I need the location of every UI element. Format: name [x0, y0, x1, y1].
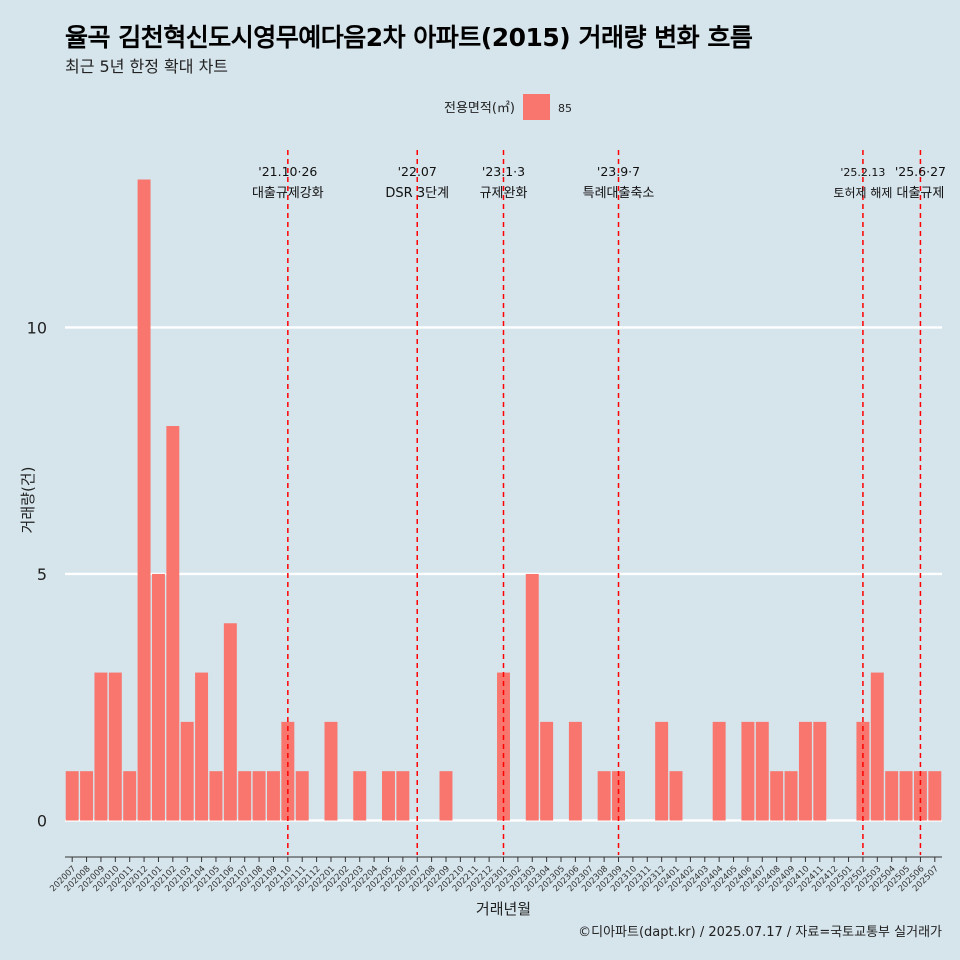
event-name-label: 토허제 해제 — [833, 186, 892, 200]
bar-202306 — [568, 721, 582, 821]
y-tick-label: 0 — [37, 811, 47, 830]
event-date-label: '25.2.13 — [840, 166, 885, 179]
bar-202401 — [669, 771, 683, 821]
bar-202507 — [928, 771, 942, 821]
bar-202012 — [137, 179, 151, 821]
bar-202410 — [798, 721, 812, 821]
bar-202309 — [612, 771, 625, 821]
bar-202408 — [770, 771, 784, 821]
event-date-label: '22.07 — [398, 164, 437, 179]
event-name-label: 대출규제강화 — [252, 186, 324, 201]
bar-202304 — [540, 721, 554, 821]
bar-202406 — [741, 721, 755, 821]
y-tick-label: 10 — [27, 318, 47, 337]
bar-202201 — [324, 721, 338, 821]
legend: 전용면적(㎡) 85 — [444, 94, 572, 120]
bar-202407 — [755, 721, 769, 821]
event-name-label: 특례대출축소 — [583, 186, 655, 201]
legend-title: 전용면적(㎡) — [444, 101, 515, 116]
y-tick-label: 5 — [37, 565, 47, 584]
event-line-layer: '21.10·26 대출규제강화 '22.07 DSR 3단계 '23.1·3 규제완화 '… — [252, 150, 946, 855]
bar-202104 — [195, 672, 209, 821]
legend-item-label: 85 — [558, 102, 572, 115]
bar-202312 — [655, 721, 669, 821]
bar-202010 — [108, 672, 122, 821]
source-caption: ©디아파트(dapt.kr) / 2025.07.17 / 자료=국토교통부 실… — [578, 925, 942, 940]
y-axis-title: 거래량(건) — [19, 467, 37, 534]
bar-202203 — [353, 771, 367, 821]
event-date-label: '23.1·3 — [482, 164, 525, 179]
bar-202506 — [913, 771, 927, 821]
x-axis-title: 거래년월 — [476, 900, 531, 918]
bar-202411 — [813, 721, 827, 821]
event-name-label: DSR 3단계 — [385, 186, 449, 201]
event-date-label: '25.6·27 — [895, 164, 946, 179]
bar-layer — [65, 179, 942, 821]
bar-202109 — [266, 771, 280, 821]
bar-202209 — [439, 771, 453, 821]
bar-202206 — [396, 771, 410, 821]
bar-202303 — [525, 573, 539, 821]
bar-202505 — [899, 771, 913, 821]
event-name-label: 규제완화 — [480, 186, 528, 201]
bar-202503 — [870, 672, 884, 821]
bar-202101 — [151, 573, 165, 821]
event-date-label: '21.10·26 — [258, 164, 317, 179]
bar-202105 — [209, 771, 223, 821]
bar-202008 — [80, 771, 94, 821]
bar-202106 — [223, 623, 237, 821]
axis-layer: 0510202007202008202009202010202011202012… — [19, 318, 942, 918]
bar-202107 — [238, 771, 252, 821]
legend-swatch — [523, 94, 550, 120]
bar-202205 — [382, 771, 395, 821]
bar-202009 — [94, 672, 108, 821]
bar-202007 — [65, 771, 79, 821]
bar-202409 — [784, 771, 798, 821]
bar-202108 — [252, 771, 266, 821]
bar-202308 — [597, 771, 611, 821]
bar-202404 — [712, 721, 726, 821]
bar-202103 — [180, 721, 194, 821]
event-date-label: '23.9·7 — [597, 164, 640, 179]
bar-202011 — [123, 771, 137, 821]
bar-202102 — [166, 426, 180, 821]
chart-title: 율곡 김천혁신도시영무예다음2차 아파트(2015) 거래량 변화 흐름 — [65, 23, 753, 52]
bar-202111 — [295, 771, 309, 821]
event-name-label: 대출규제 — [897, 186, 945, 201]
chart-subtitle: 최근 5년 한정 확대 차트 — [65, 57, 229, 76]
bar-202504 — [885, 771, 899, 821]
